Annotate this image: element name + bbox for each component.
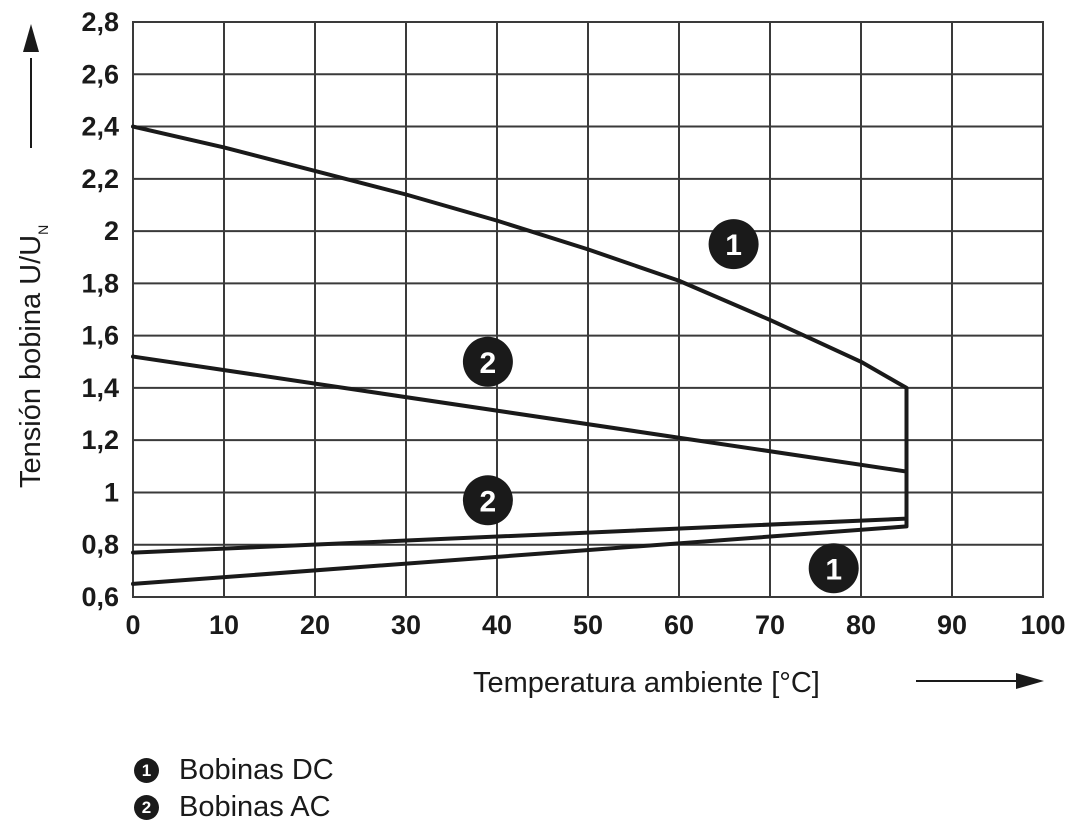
series-line-dc-lower	[131, 524, 909, 586]
x-tick-label: 60	[664, 610, 694, 640]
series-layer	[131, 124, 909, 586]
y-axis-arrow-head	[23, 24, 39, 52]
legend-label-dc: Bobinas DC	[179, 754, 334, 786]
marker-label: 1	[825, 553, 842, 586]
y-tick-label: 0,8	[81, 530, 119, 560]
marker-circle	[462, 336, 513, 387]
series-marker-1: 1	[708, 219, 759, 270]
y-tick-label: 1,4	[81, 373, 119, 403]
legend-item-ac: 2 Bobinas AC	[134, 789, 334, 826]
y-tick-label: 2,2	[81, 164, 119, 194]
y-axis-title-group: Tensión bobina U/UN	[15, 225, 51, 488]
marker-label: 2	[480, 347, 497, 380]
y-tick-label: 1,8	[81, 268, 119, 298]
annotations: 1 2 2 1	[462, 219, 859, 594]
marker-label: 1	[725, 229, 742, 262]
x-tick-label: 50	[573, 610, 603, 640]
series-marker-2: 2	[462, 336, 513, 387]
y-axis-title: Tensión bobina U/UN	[15, 225, 51, 488]
y-tick-label: 1,6	[81, 321, 119, 351]
x-tick-label: 30	[391, 610, 421, 640]
x-tick-label: 40	[482, 610, 512, 640]
y-tick-label: 1	[104, 477, 119, 507]
series-line-dc-upper	[131, 124, 909, 390]
marker-circle	[708, 219, 759, 270]
legend-marker-1: 1	[134, 758, 159, 783]
y-tick-label: 2,6	[81, 59, 119, 89]
x-tick-label: 0	[125, 610, 140, 640]
x-tick-label: 100	[1020, 610, 1065, 640]
series-marker-1: 1	[808, 543, 859, 594]
series-line-ac-upper	[131, 354, 909, 474]
y-tick-label: 0,6	[81, 582, 119, 612]
legend-marker-2: 2	[134, 795, 159, 820]
marker-circle	[462, 475, 513, 526]
legend-item-dc: 1 Bobinas DC	[134, 752, 334, 789]
plot-border	[132, 21, 1044, 598]
x-tick-label: 70	[755, 610, 785, 640]
grid	[132, 21, 1044, 598]
legend: 1 Bobinas DC 2 Bobinas AC	[134, 752, 334, 826]
tick-labels: 0 10 20 30 40 50 60 70 80 90 100 0,6 0,8 1 1,2 1,4 1,6 1,…	[81, 7, 1065, 640]
x-tick-label: 80	[846, 610, 876, 640]
x-tick-label: 20	[300, 610, 330, 640]
series-line-ac-lower	[131, 516, 909, 555]
marker-circle	[808, 543, 859, 594]
y-tick-label: 1,2	[81, 425, 119, 455]
legend-label-ac: Bobinas AC	[179, 791, 331, 823]
marker-label: 2	[480, 485, 497, 518]
y-tick-label: 2,4	[81, 112, 119, 142]
y-tick-label: 2,8	[81, 7, 119, 37]
y-tick-label: 2	[104, 216, 119, 246]
x-tick-label: 90	[937, 610, 967, 640]
series-marker-2: 2	[462, 475, 513, 526]
x-axis-arrow-head	[1016, 673, 1044, 689]
x-tick-label: 10	[209, 610, 239, 640]
x-axis-title: Temperatura ambiente [°C]	[473, 667, 820, 699]
